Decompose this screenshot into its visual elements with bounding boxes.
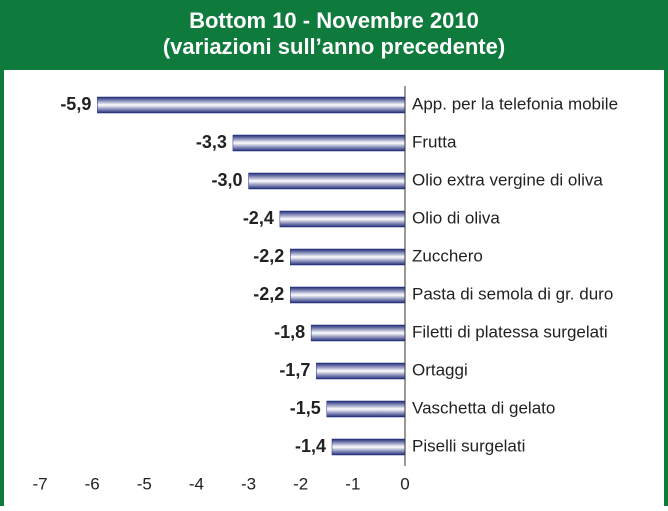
category-label: Pasta di semola di gr. duro — [412, 284, 613, 303]
x-tick-label: -4 — [189, 474, 204, 493]
bar — [331, 438, 406, 456]
category-label: Olio extra vergine di oliva — [412, 170, 603, 189]
value-label: -1,5 — [290, 398, 321, 418]
category-label: Ortaggi — [412, 360, 468, 379]
category-label: Filetti di platessa surgelati — [412, 322, 608, 341]
bar — [310, 324, 406, 342]
x-tick-label: -6 — [85, 474, 100, 493]
value-label: -2,2 — [253, 246, 284, 266]
x-tick-label: -3 — [241, 474, 256, 493]
border-left — [0, 70, 4, 506]
category-label: Olio di oliva — [412, 208, 500, 227]
bar — [97, 96, 406, 114]
bar — [316, 362, 406, 380]
value-label: -3,0 — [212, 170, 243, 190]
value-label: -1,8 — [274, 322, 305, 342]
value-label: -3,3 — [196, 132, 227, 152]
bar — [279, 210, 406, 228]
category-label: Vaschetta di gelato — [412, 398, 555, 417]
category-label: Zucchero — [412, 246, 483, 265]
value-label: -2,2 — [253, 284, 284, 304]
x-tick-label: -2 — [293, 474, 308, 493]
value-label: -1,4 — [295, 436, 326, 456]
category-label: App. per la telefonia mobile — [412, 94, 618, 113]
border-right — [664, 70, 668, 506]
bar — [290, 286, 406, 304]
x-tick-label: -5 — [137, 474, 152, 493]
category-label: Piselli surgelati — [412, 436, 525, 455]
chart-title: Bottom 10 - Novembre 2010 — [189, 8, 479, 33]
x-tick-label: -7 — [32, 474, 47, 493]
value-label: -1,7 — [279, 360, 310, 380]
bar — [290, 248, 406, 266]
value-label: -2,4 — [243, 208, 274, 228]
header — [0, 0, 668, 70]
bar — [248, 172, 406, 190]
value-label: -5,9 — [60, 94, 91, 114]
x-tick-label: 0 — [400, 474, 409, 493]
x-tick-label: -1 — [345, 474, 360, 493]
bar — [232, 134, 406, 152]
bar — [326, 400, 406, 418]
category-label: Frutta — [412, 132, 457, 151]
chart-subtitle: (variazioni sull’anno precedente) — [163, 34, 505, 59]
